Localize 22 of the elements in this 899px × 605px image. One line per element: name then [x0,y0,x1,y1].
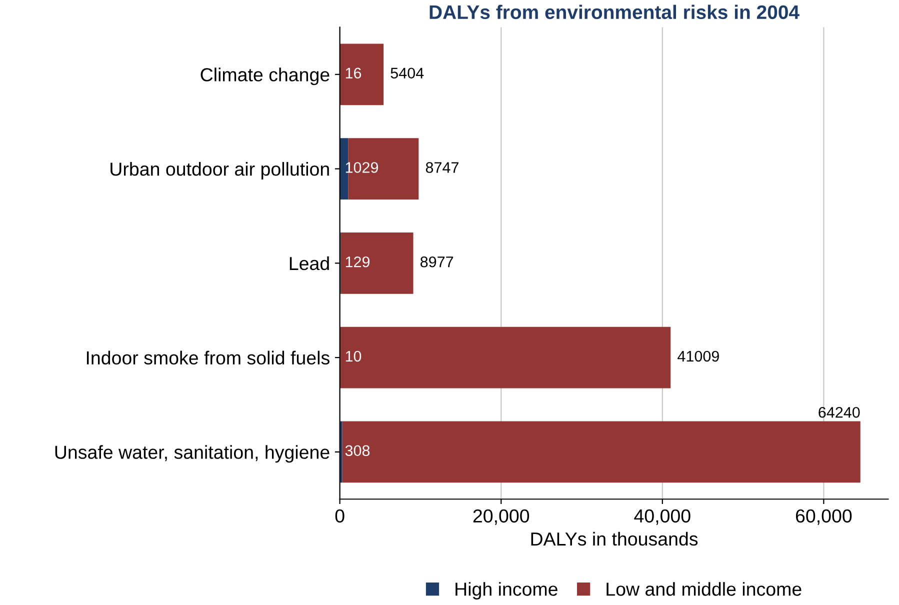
data-label: 10 [346,350,362,362]
y-tick-label: Lead [290,256,329,270]
x-tick-label: 60,000 [796,509,852,525]
data-label: 64240 [818,406,860,418]
x-tick-label: 40,000 [634,509,690,525]
y-tick-label: Unsafe water, sanitation, hygiene [55,445,330,463]
y-tick-label: Urban outdoor air pollution [110,162,329,180]
y-tick-label: Indoor smoke from solid fuels [86,350,330,365]
legend-label: High income [456,582,558,600]
legend-label: Low and middle income [606,582,802,596]
y-tick-label: Climate change [200,68,330,86]
data-label: 129 [346,256,370,268]
data-label: 8977 [420,256,454,268]
data-label: 16 [346,68,362,79]
x-tick-label: 20,000 [473,509,530,525]
x-axis-title: DALYs in thousands [531,532,698,546]
x-tick-label: 0 [335,509,344,523]
data-label: 308 [345,445,370,456]
data-label: 41009 [678,350,719,362]
data-label: 5404 [390,68,424,79]
data-label: 8747 [426,162,458,173]
chart-title: DALYs from environmental risks in 2004 [430,4,800,20]
